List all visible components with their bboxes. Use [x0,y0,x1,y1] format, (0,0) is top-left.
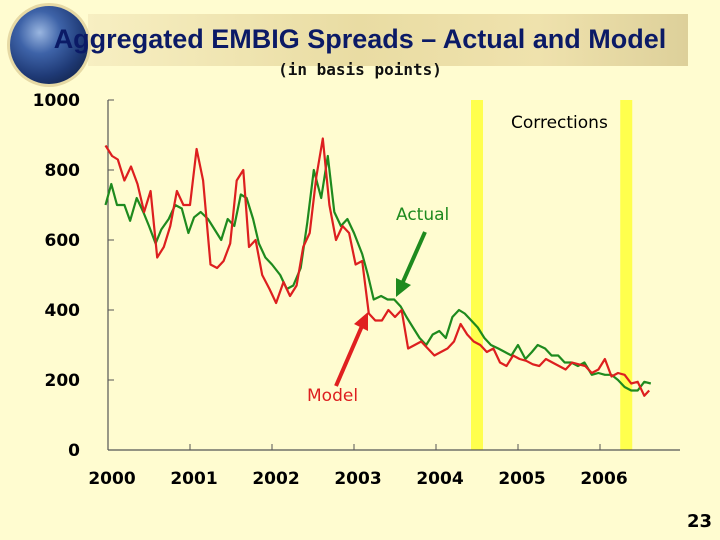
series-actual-line [104,154,652,392]
y-tick-label: 600 [45,231,81,251]
chart-subtitle: (in basis points) [278,60,442,79]
x-tick-label: 2004 [416,469,463,489]
x-tick-label: 2005 [498,469,545,489]
y-tick-label: 1000 [33,91,80,111]
x-tick-label: 2006 [580,469,627,489]
page-number: 23 [686,511,712,532]
corrections-annotation: Corrections [511,113,608,133]
x-tick-label: 2003 [334,469,381,489]
actual-arrow [396,231,427,297]
correction-highlight-2 [620,100,633,450]
x-tick-label: 2000 [88,469,135,489]
axes: 0 200 400 600 800 1000 2000 2001 2002 2003 2004 200… [33,91,680,489]
model-annotation: Model [307,386,358,406]
series-layer [104,137,652,397]
title-banner [88,14,688,66]
actual-annotation: Actual [396,205,449,225]
annotation-layer: Corrections Actual Model [307,113,608,406]
x-tick-label: 2002 [252,469,299,489]
correction-highlight-1 [471,100,483,450]
x-tick-label: 2001 [170,469,217,489]
series-model-line [104,137,651,397]
model-arrow [334,312,368,387]
y-tick-label: 400 [45,301,81,321]
y-tick-label: 200 [45,371,81,391]
globe-logo [10,6,88,84]
y-tick-label: 800 [45,161,81,181]
y-tick-label: 0 [68,441,80,461]
page-title: Aggregated EMBIG Spreads – Actual and Mo… [53,24,667,54]
highlight-layer [471,100,633,450]
